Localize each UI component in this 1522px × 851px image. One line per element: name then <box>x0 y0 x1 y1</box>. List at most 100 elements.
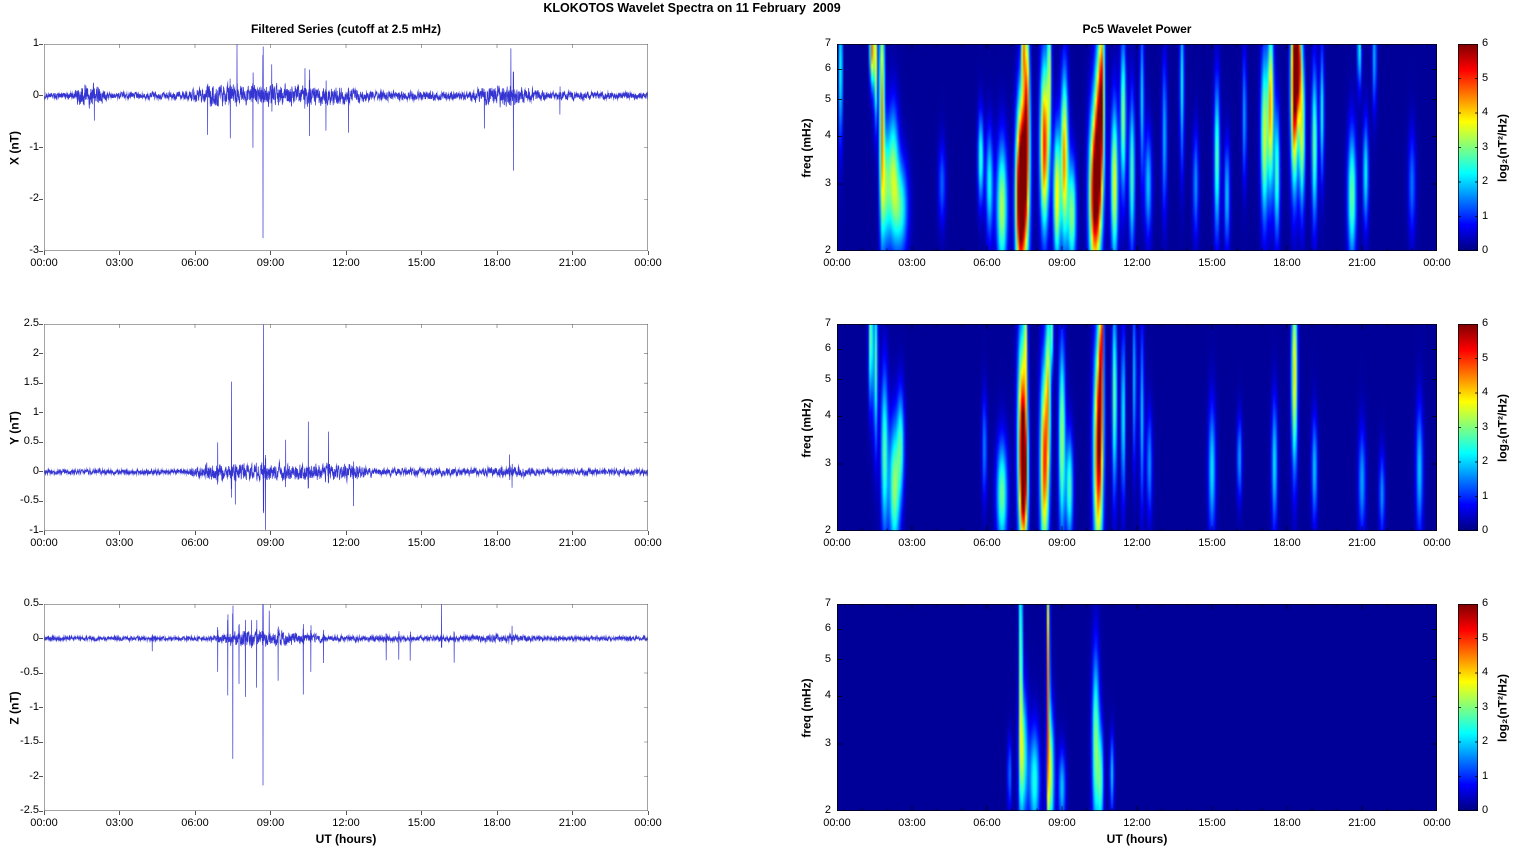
axis-tick-mark <box>345 811 347 815</box>
axis-tick-mark <box>39 810 43 812</box>
freq-tick-label: 3 <box>824 737 831 749</box>
x-tick-label: 06:00 <box>973 537 1001 549</box>
y-tick-label: 1.5 <box>23 376 39 389</box>
x-tick-label: 15:00 <box>1198 817 1226 829</box>
x-tick-label: 18:00 <box>1273 257 1301 269</box>
y-tick-label: -1 <box>29 700 39 713</box>
x-tick-label: 00:00 <box>823 537 851 549</box>
axis-tick-mark <box>270 531 271 535</box>
x-tick-label: 12:00 <box>332 817 360 829</box>
axis-tick-mark <box>194 531 196 535</box>
axis-tick-mark <box>39 198 43 200</box>
axis-tick-mark <box>43 251 45 255</box>
freq-tick-label: 6 <box>824 622 831 635</box>
right-column-title: Pc5 Wavelet Power <box>1082 22 1192 36</box>
x-tick-label: 18:00 <box>483 537 511 549</box>
freq-tick-label: 4 <box>824 129 831 142</box>
axis-tick-mark <box>270 251 271 255</box>
x-tick-label: 06:00 <box>181 817 209 829</box>
y-tick-label: -0.5 <box>20 666 39 678</box>
x-tick-label: 09:00 <box>1048 817 1076 829</box>
axis-tick-mark <box>119 811 120 815</box>
x-tick-label: 00:00 <box>634 257 662 269</box>
axis-tick-mark <box>421 531 422 535</box>
axis-tick-mark <box>345 531 347 535</box>
colorbar-y <box>1458 324 1478 531</box>
axis-tick-mark <box>647 531 649 535</box>
freq-tick-label: 3 <box>824 177 831 189</box>
y-tick-label: 0 <box>32 464 39 477</box>
x-tick-label: 18:00 <box>483 257 511 269</box>
colorbar-tick-label: 1 <box>1482 769 1489 782</box>
wavelet-spectrogram-y <box>837 324 1437 531</box>
axis-tick-mark <box>39 707 43 708</box>
axis-tick-mark <box>39 250 43 252</box>
timeseries-z-plot <box>44 604 648 811</box>
axis-tick-mark <box>194 251 196 255</box>
y-tick-label: -3 <box>29 244 39 256</box>
x-tick-label: 21:00 <box>558 537 587 549</box>
x-tick-label: 21:00 <box>1348 537 1376 549</box>
axis-tick-mark <box>39 530 43 532</box>
y-tick-label: 1 <box>32 37 39 49</box>
axis-tick-mark <box>43 811 45 815</box>
y-tick-label: 0.5 <box>23 435 39 448</box>
freq-tick-label: 7 <box>824 317 831 329</box>
x-tick-label: 03:00 <box>898 537 926 549</box>
axis-tick-mark <box>572 531 573 535</box>
colorbar-tick-label: 4 <box>1482 666 1489 678</box>
axis-tick-mark <box>39 43 43 45</box>
y-tick-label: -1.5 <box>20 735 39 747</box>
colorbar-tick-label: 3 <box>1482 140 1489 153</box>
x-tick-label: 03:00 <box>105 257 134 269</box>
x-tick-label: 15:00 <box>407 257 436 269</box>
colorbar-tick-label: 4 <box>1482 106 1489 118</box>
colorbar-tick-label: 2 <box>1482 455 1489 467</box>
y-tick-label: 2.5 <box>23 317 39 329</box>
colorbar-tick-label: 4 <box>1482 386 1489 398</box>
freq-tick-label: 5 <box>824 652 831 665</box>
colorbar-tick-label: 2 <box>1482 175 1489 187</box>
colorbar-x <box>1458 44 1478 251</box>
x-tick-label: 00:00 <box>634 817 662 829</box>
freq-tick-label: 4 <box>824 689 831 702</box>
axis-tick-mark <box>119 531 120 535</box>
axis-tick-mark <box>572 251 573 255</box>
colorbar-tick-label: 0 <box>1482 244 1489 256</box>
x-tick-label: 09:00 <box>256 537 285 549</box>
x-tick-label: 03:00 <box>105 537 134 549</box>
y-tick-label: -2 <box>29 769 39 782</box>
axis-tick-mark <box>345 251 347 255</box>
axis-tick-mark <box>39 147 43 148</box>
axis-tick-mark <box>39 672 43 674</box>
y-tick-label: 0 <box>32 88 39 101</box>
x-tick-label: 06:00 <box>973 817 1001 829</box>
colorbar-tick-label: 5 <box>1482 631 1489 644</box>
freq-tick-label: 5 <box>824 372 831 385</box>
y-tick-label: 0.5 <box>23 597 39 609</box>
y-tick-label: -1 <box>29 524 39 536</box>
x-tick-label: 18:00 <box>1273 817 1301 829</box>
y-tick-label: 1 <box>32 405 39 418</box>
y-tick-label: -2.5 <box>20 804 39 816</box>
x-tick-label: 06:00 <box>973 257 1001 269</box>
x-tick-label: 12:00 <box>1123 257 1151 269</box>
colorbar-tick-label: 1 <box>1482 489 1489 502</box>
colorbar-tick-label: 0 <box>1482 804 1489 816</box>
axis-tick-mark <box>39 382 43 384</box>
colorbar-tick-label: 1 <box>1482 209 1489 222</box>
x-tick-label: 09:00 <box>1048 257 1076 269</box>
colorbar-tick-label: 0 <box>1482 524 1489 536</box>
colorbar-z <box>1458 604 1478 811</box>
axis-tick-mark <box>119 251 120 255</box>
axis-tick-mark <box>39 323 43 325</box>
freq-tick-label: 7 <box>824 597 831 609</box>
colorbar-tick-label: 3 <box>1482 700 1489 713</box>
x-tick-label: 03:00 <box>898 817 926 829</box>
x-tick-label: 00:00 <box>30 257 58 269</box>
x-tick-label: 00:00 <box>1423 817 1451 829</box>
timeseries-x-plot <box>44 44 648 251</box>
wavelet-spectrogram-z <box>837 604 1437 811</box>
x-tick-label: 12:00 <box>1123 817 1151 829</box>
x-tick-label: 21:00 <box>558 257 587 269</box>
